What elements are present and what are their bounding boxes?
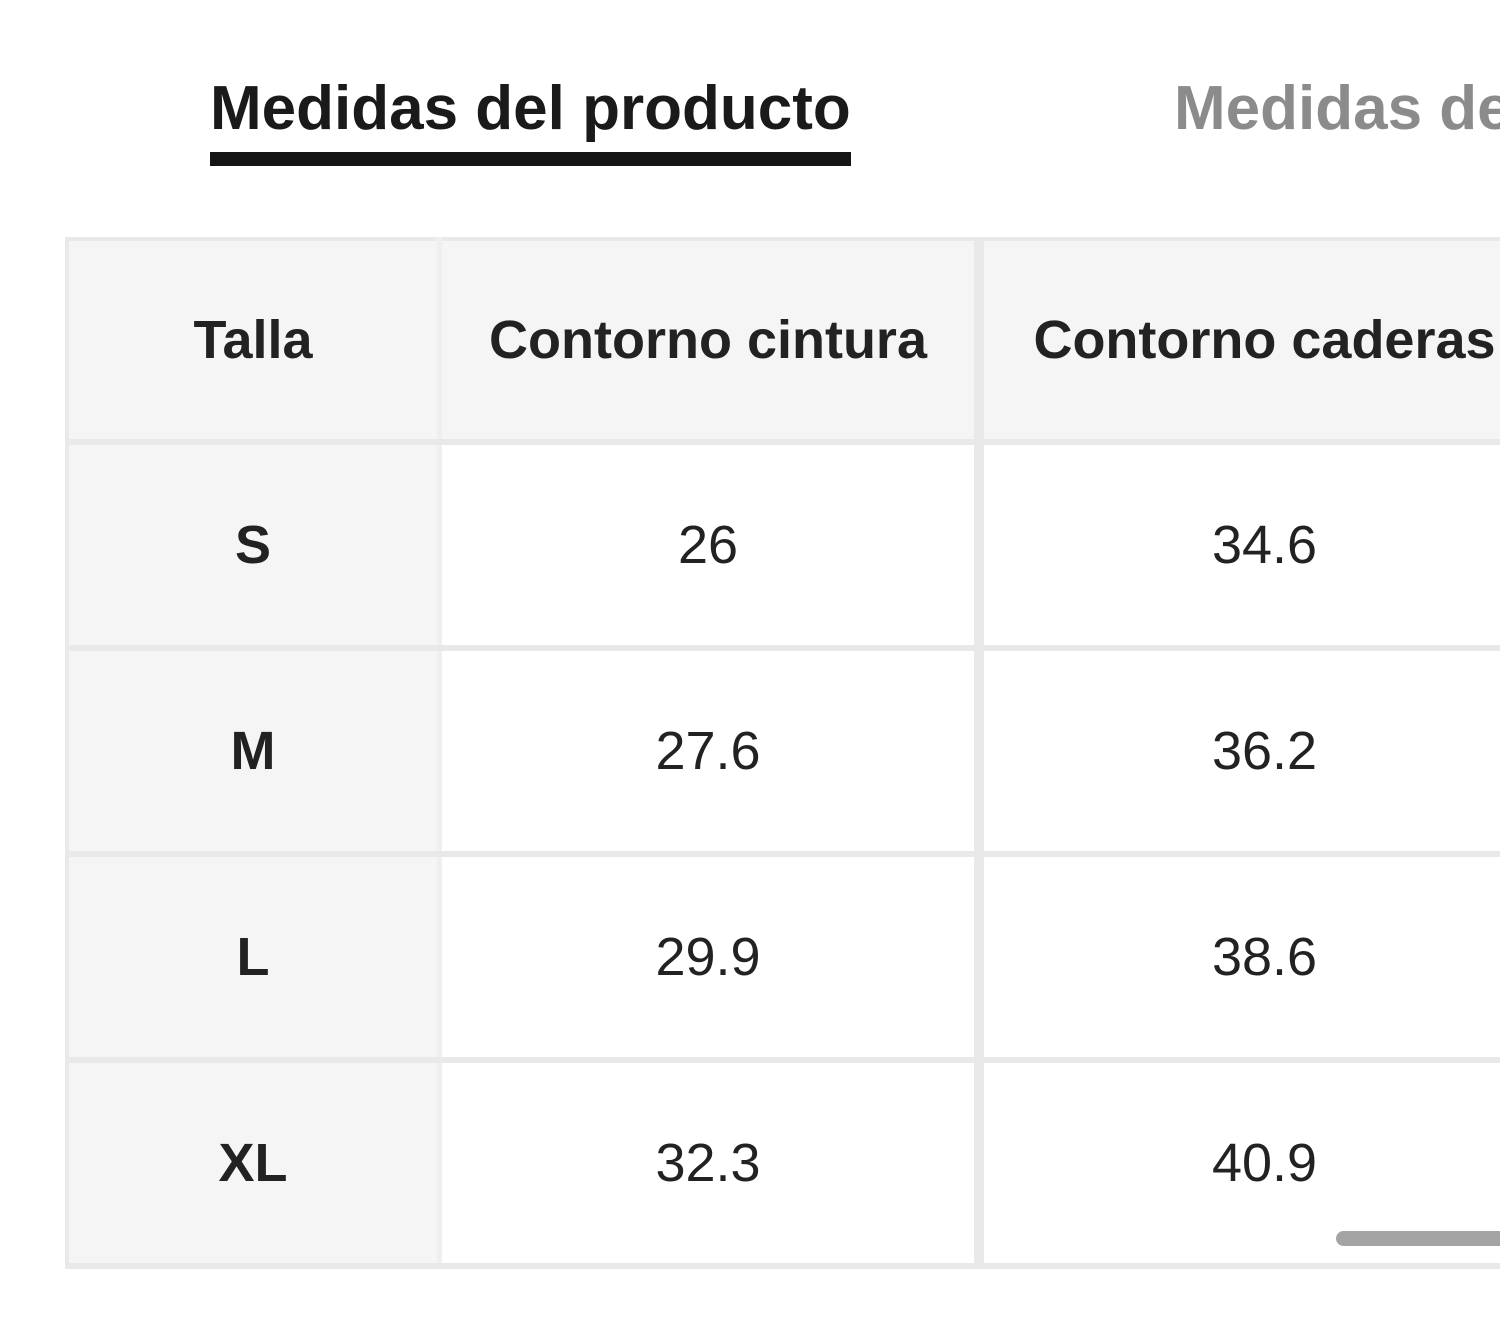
- hips-value-m: 36.2: [979, 648, 1500, 857]
- size-label-xl: XL: [67, 1060, 442, 1269]
- waist-value-s: 26: [439, 442, 984, 651]
- table-row-size-m: M 27.6 36.2: [67, 648, 1500, 857]
- size-label-l: L: [67, 854, 442, 1063]
- horizontal-scrollbar-thumb[interactable]: [1336, 1231, 1500, 1246]
- size-table-header-row: Talla Contorno cintura Contorno caderas: [67, 239, 1500, 445]
- column-header-talla: Talla: [67, 239, 442, 445]
- tab-product-measurements[interactable]: Medidas del producto: [210, 78, 851, 166]
- hips-value-l: 38.6: [979, 854, 1500, 1063]
- hips-value-s: 34.6: [979, 442, 1500, 651]
- tab-body-measurements[interactable]: Medidas de: [1174, 74, 1500, 143]
- waist-value-xl: 32.3: [439, 1060, 984, 1269]
- column-header-contorno-cintura: Contorno cintura: [439, 239, 984, 445]
- column-header-contorno-caderas: Contorno caderas: [979, 239, 1500, 445]
- size-table-scroll-region[interactable]: Talla Contorno cintura Contorno caderas …: [65, 237, 1500, 1269]
- size-label-s: S: [67, 442, 442, 651]
- waist-value-l: 29.9: [439, 854, 984, 1063]
- table-row-size-s: S 26 34.6: [67, 442, 1500, 651]
- size-table: Talla Contorno cintura Contorno caderas …: [65, 237, 1500, 1269]
- waist-value-m: 27.6: [439, 648, 984, 857]
- size-label-m: M: [67, 648, 442, 857]
- table-row-size-l: L 29.9 38.6: [67, 854, 1500, 1063]
- table-row-size-xl: XL 32.3 40.9: [67, 1060, 1500, 1269]
